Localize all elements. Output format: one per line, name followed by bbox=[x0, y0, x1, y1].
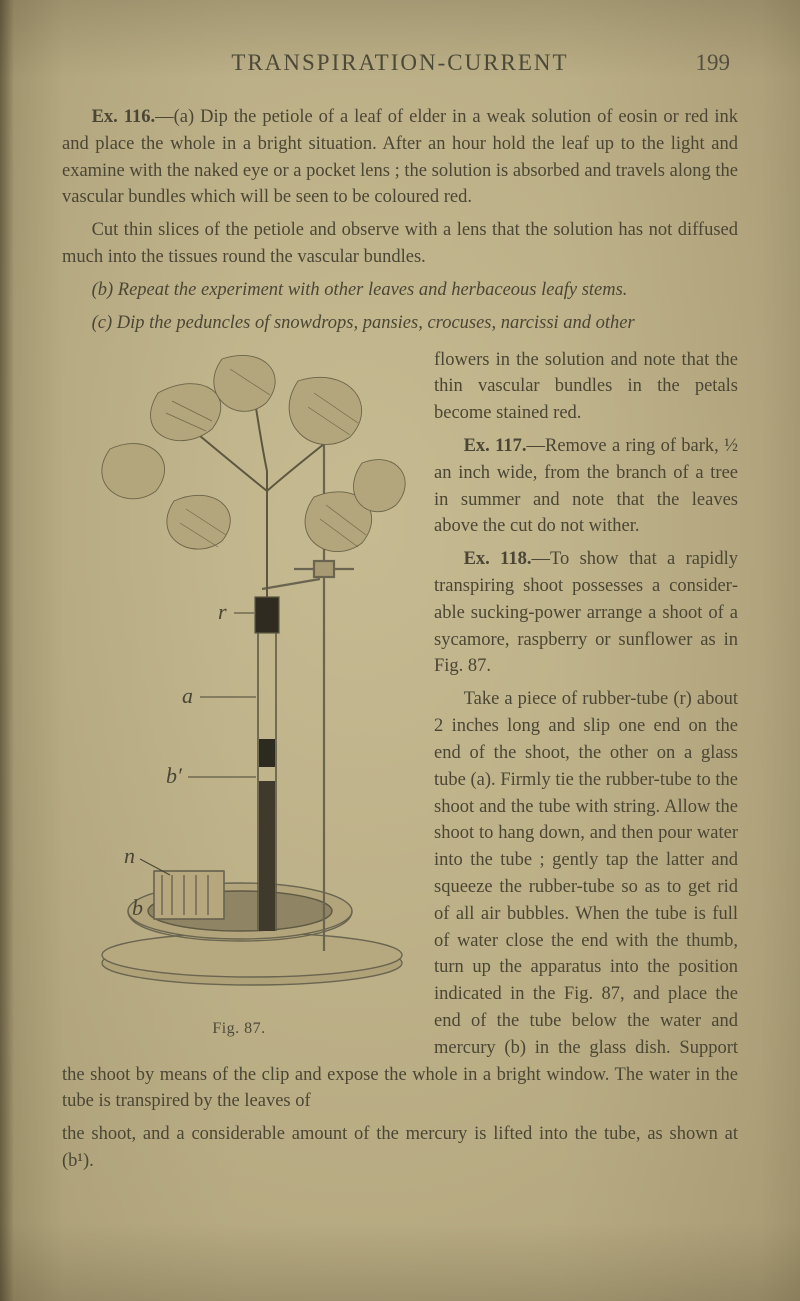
text-ex116b: (b) Repeat the experiment with other lea… bbox=[92, 280, 628, 300]
text-ex116c: (c) Dip the peduncles of snowdrops, pans… bbox=[92, 313, 635, 333]
page-number: 199 bbox=[670, 50, 730, 76]
figure-87: r a b′ n b Fig. 87. bbox=[62, 351, 416, 1040]
label-ex116: Ex. 116. bbox=[92, 107, 156, 127]
text-ex116a: —(a) Dip the petiole of a leaf of elder … bbox=[62, 107, 738, 207]
fig-label-bprime: b′ bbox=[166, 763, 183, 788]
figure-caption: Fig. 87. bbox=[62, 1017, 416, 1040]
label-ex117: Ex. 117. bbox=[464, 436, 527, 456]
body-text: Ex. 116.—(a) Dip the petiole of a leaf o… bbox=[62, 104, 738, 1175]
para-ex116-b: (b) Repeat the experiment with other lea… bbox=[62, 277, 738, 304]
para-final: the shoot, and a considerable amount of … bbox=[62, 1121, 738, 1175]
running-title: TRANSPIRATION-CURRENT bbox=[130, 50, 670, 76]
para-ex116-cut: Cut thin slices of the petiole and obser… bbox=[62, 217, 738, 271]
figure-87-svg: r a b′ n b bbox=[62, 351, 416, 1011]
para-ex116-c: (c) Dip the peduncles of snowdrops, pans… bbox=[62, 310, 738, 337]
fig-label-a: a bbox=[182, 683, 193, 708]
fig-label-r: r bbox=[218, 599, 227, 624]
page: TRANSPIRATION-CURRENT 199 Ex. 116.—(a) D… bbox=[0, 0, 800, 1301]
fig-label-b: b bbox=[132, 895, 143, 920]
para-ex116: Ex. 116.—(a) Dip the petiole of a leaf o… bbox=[62, 104, 738, 211]
two-column-region: r a b′ n b Fig. 87. flowers in the solut… bbox=[62, 347, 738, 1175]
running-head: TRANSPIRATION-CURRENT 199 bbox=[62, 50, 738, 76]
fig-label-n: n bbox=[124, 843, 135, 868]
label-ex118: Ex. 118. bbox=[464, 549, 532, 569]
